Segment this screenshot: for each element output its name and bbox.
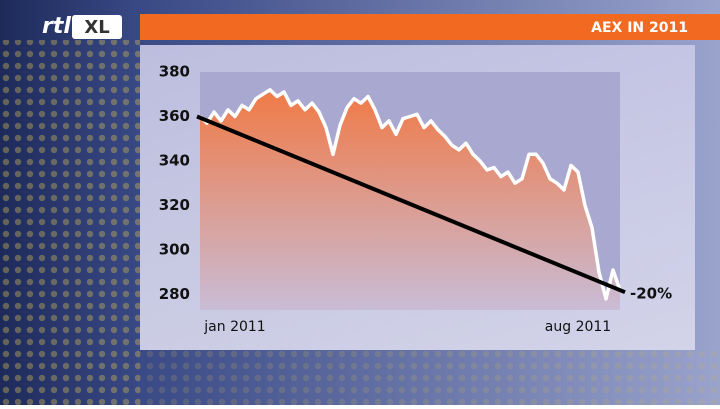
x-tick-label: aug 2011	[545, 319, 611, 335]
led-board	[0, 40, 140, 405]
y-tick-label: 380	[159, 63, 190, 81]
logo-suffix: XL	[84, 17, 109, 38]
logo-box	[72, 15, 122, 39]
logo-brand: rtl	[42, 14, 71, 39]
y-tick-label: 320	[159, 196, 190, 214]
trend-line	[196, 114, 626, 295]
y-tick-label: 280	[159, 285, 190, 303]
line	[198, 88, 622, 301]
chart-title: AEX IN 2011	[591, 20, 688, 36]
area	[200, 89, 620, 310]
title-bar	[140, 14, 720, 40]
y-tick-label: 360	[159, 107, 190, 125]
x-tick-label: jan 2011	[203, 319, 265, 335]
annotation: -20%	[630, 285, 672, 303]
led-board	[140, 350, 720, 405]
y-tick-label: 340	[159, 151, 190, 169]
y-tick-label: 300	[159, 240, 190, 258]
